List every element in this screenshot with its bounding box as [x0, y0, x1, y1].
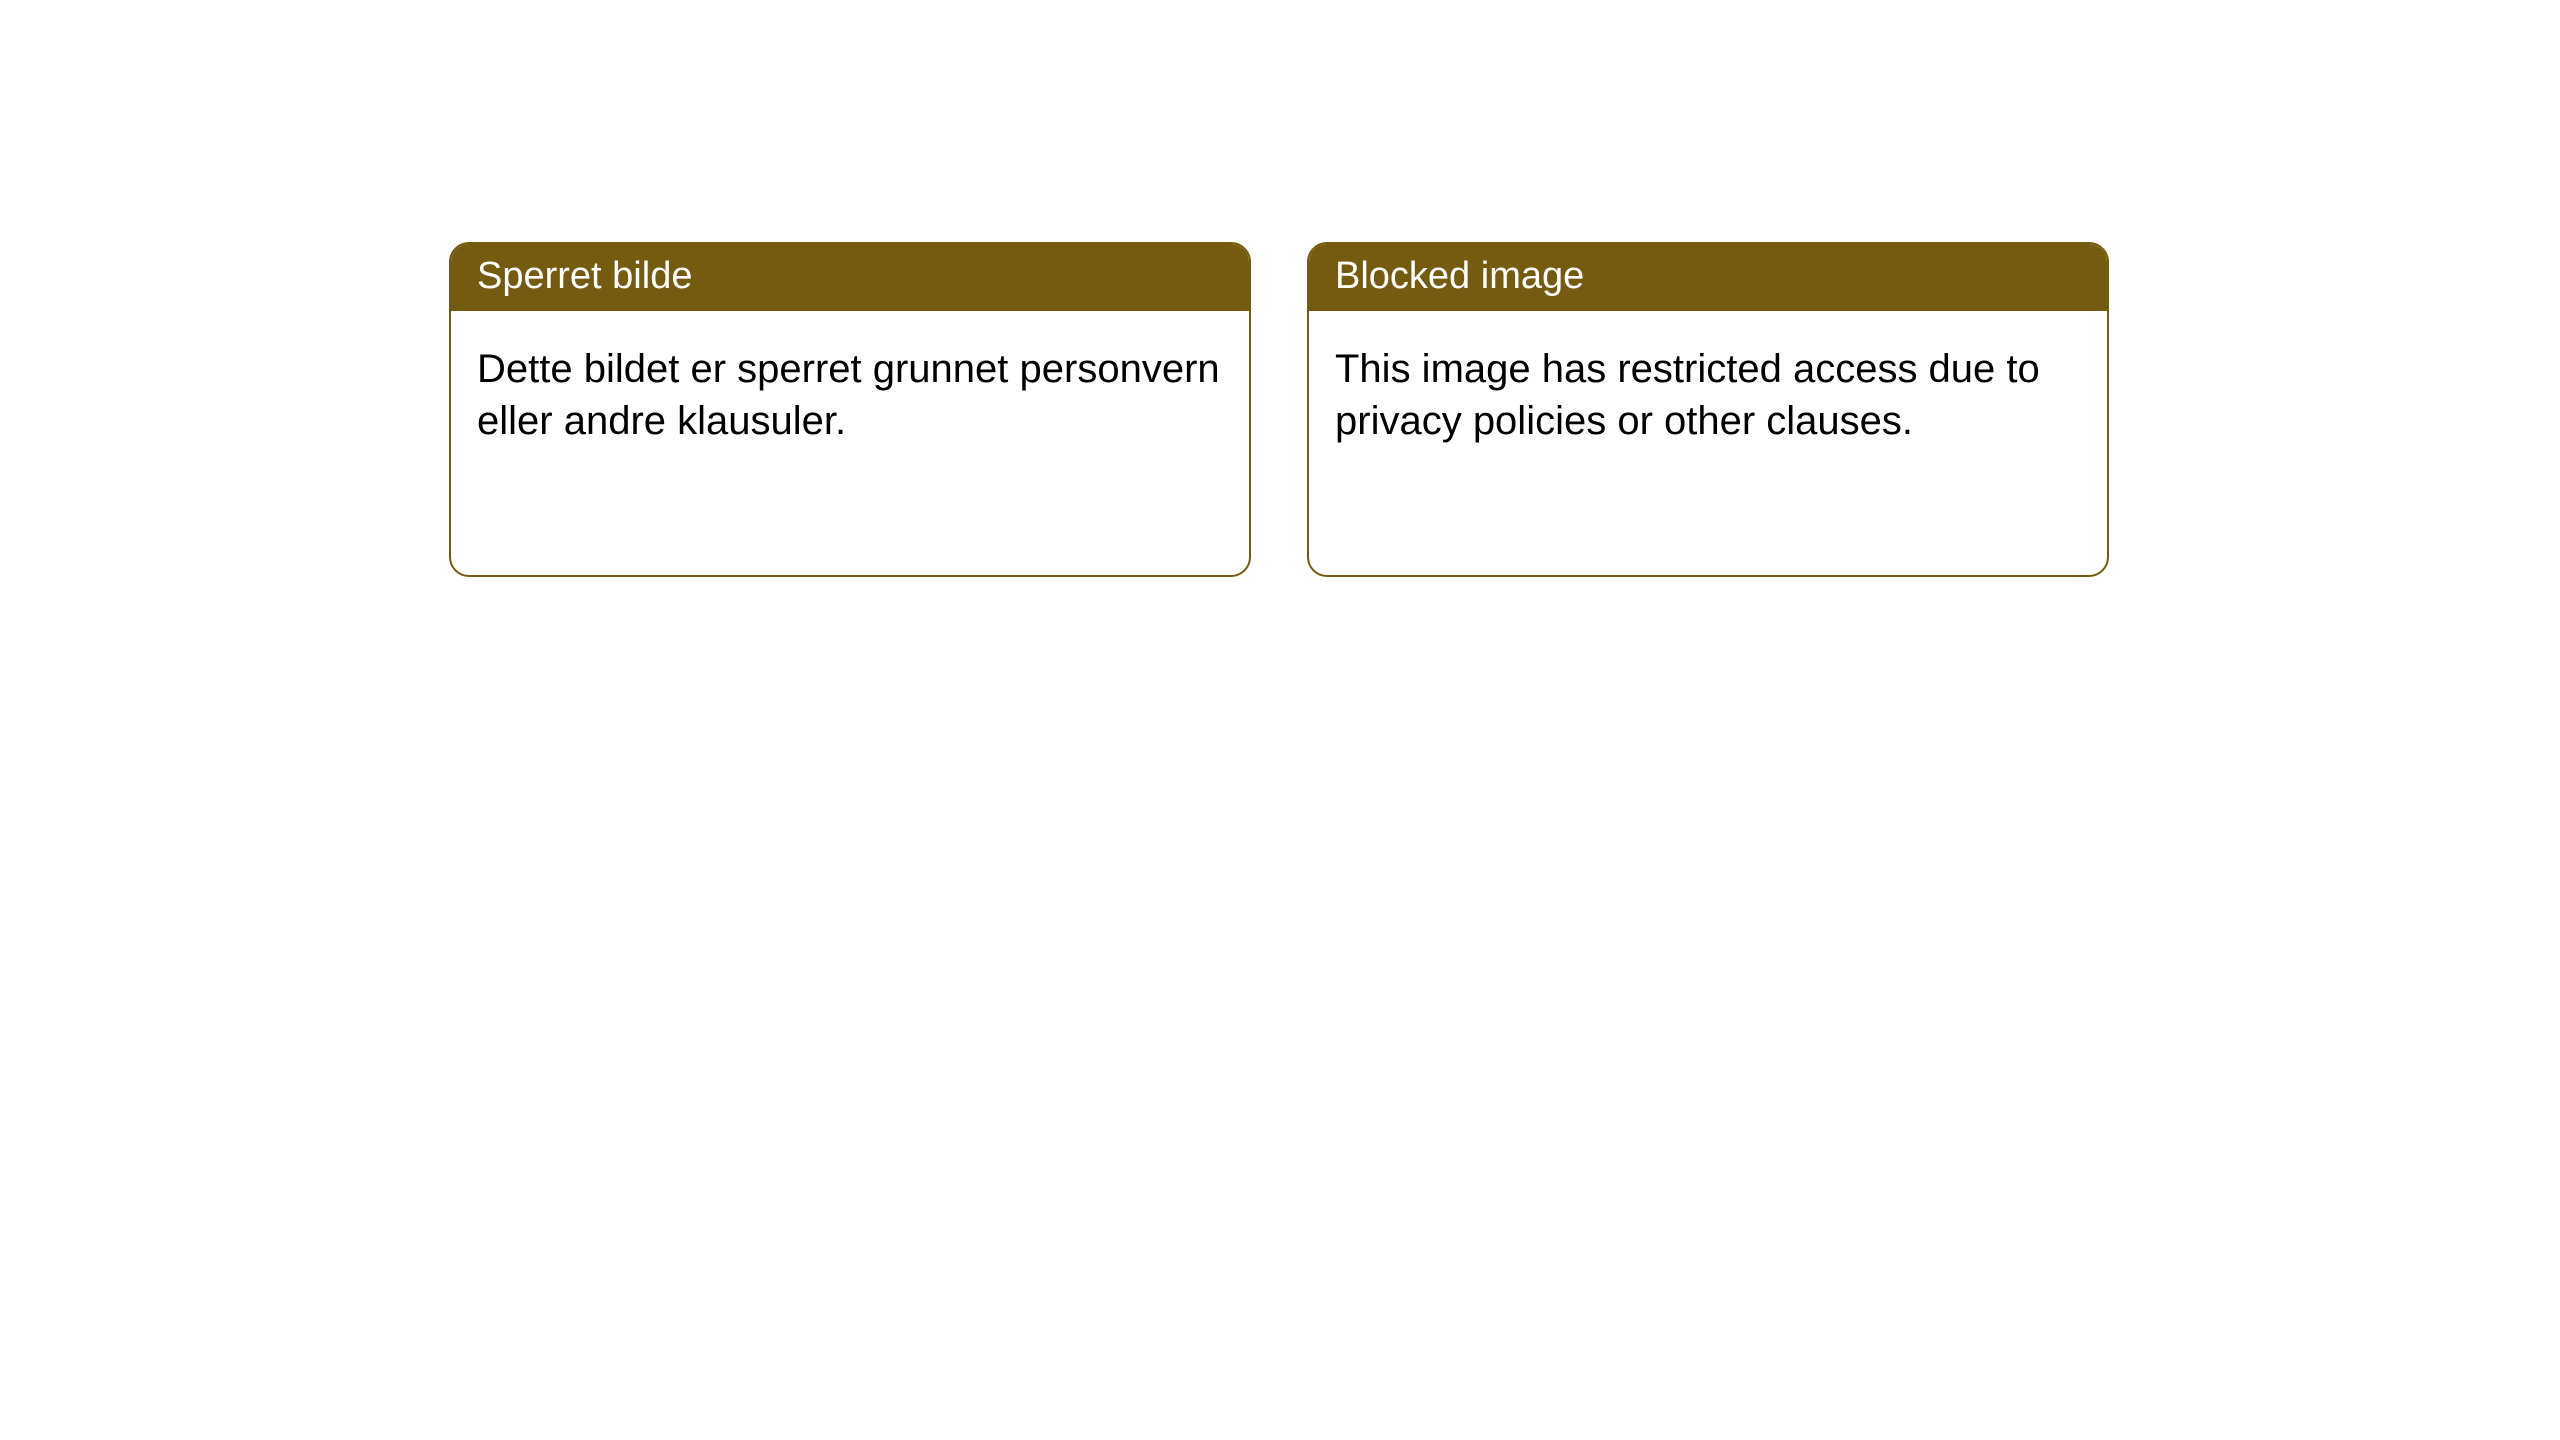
notice-header: Blocked image [1309, 244, 2107, 311]
notice-box-norwegian: Sperret bilde Dette bildet er sperret gr… [449, 242, 1251, 577]
notice-header: Sperret bilde [451, 244, 1249, 311]
notice-body: This image has restricted access due to … [1309, 311, 2107, 479]
notice-box-english: Blocked image This image has restricted … [1307, 242, 2109, 577]
notice-container: Sperret bilde Dette bildet er sperret gr… [0, 0, 2560, 577]
notice-body: Dette bildet er sperret grunnet personve… [451, 311, 1249, 479]
